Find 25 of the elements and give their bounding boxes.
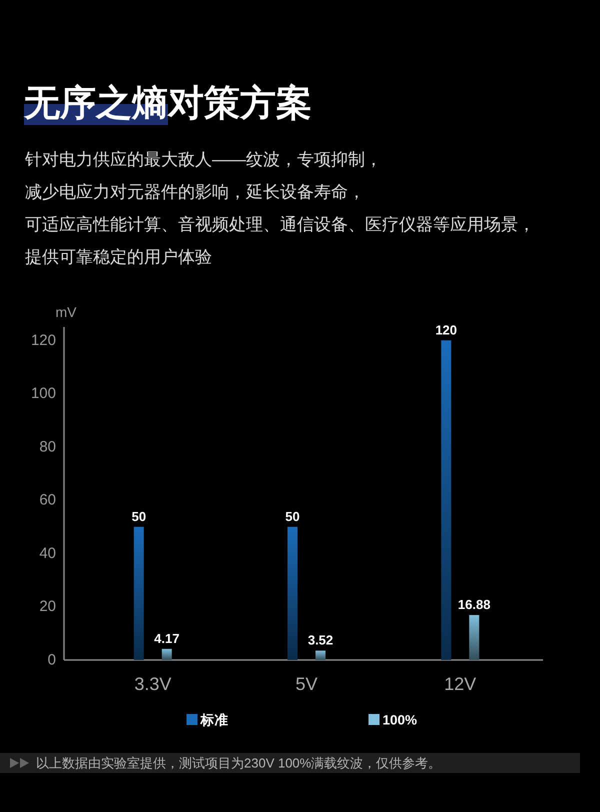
ytick: 40 bbox=[39, 544, 56, 562]
ytick: 20 bbox=[39, 598, 56, 616]
ytick: 100 bbox=[30, 385, 56, 402]
xtick: 12V bbox=[444, 674, 476, 694]
data-label: 50 bbox=[285, 508, 300, 524]
subtitle: 可适应高性能计算、音视频处理、通信设备、医疗仪器等应用场景， bbox=[25, 215, 535, 234]
legend-label: 标准 bbox=[200, 712, 228, 728]
data-label: 50 bbox=[132, 508, 146, 524]
data-label: 3.52 bbox=[308, 632, 334, 648]
ytick: 120 bbox=[30, 332, 56, 349]
data-label: 16.88 bbox=[458, 597, 490, 612]
chart-title: 无序之熵对策方案 bbox=[24, 82, 312, 125]
subtitle: 提供可靠稳定的用户体验 bbox=[25, 248, 212, 266]
subtitle: 针对电力供应的最大敌人——纹波，专项抑制， bbox=[25, 150, 382, 169]
ylabel: mV bbox=[56, 304, 76, 320]
ytick: 60 bbox=[39, 492, 56, 509]
legend-label: 100% bbox=[382, 712, 418, 728]
annotation: 以上数据由实验室提供，测试项目为230V 100%满载纹波，仅供参考。 bbox=[36, 756, 442, 770]
subtitle: 减少电应力对元器件的影响，延长设备寿命， bbox=[25, 182, 365, 202]
xtick: 5V bbox=[295, 674, 318, 694]
data-label: 120 bbox=[435, 322, 458, 338]
data-label: 4.17 bbox=[154, 630, 180, 646]
xtick: 3.3V bbox=[134, 674, 172, 694]
ytick: 80 bbox=[39, 438, 56, 456]
ytick: 0 bbox=[48, 652, 56, 668]
